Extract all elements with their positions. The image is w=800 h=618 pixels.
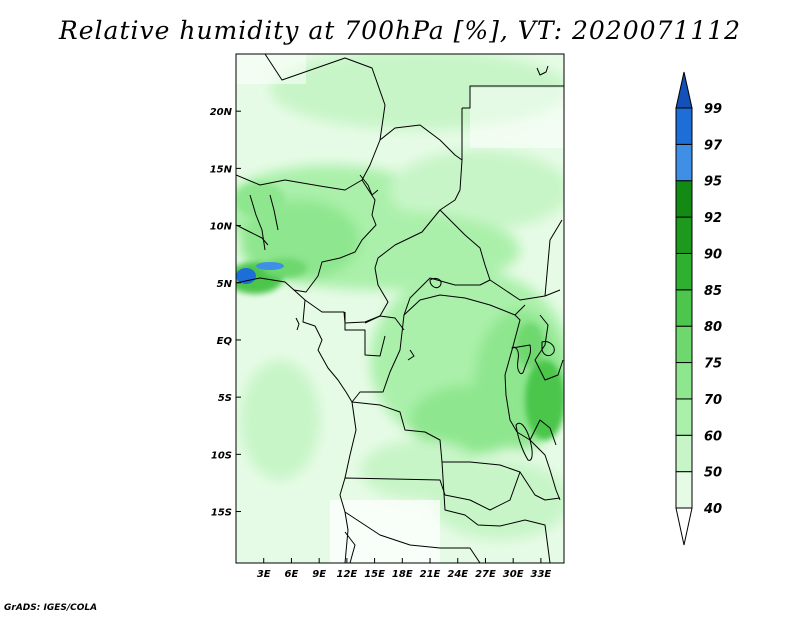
lon-tick-label: 6E — [285, 569, 299, 580]
colorbar-segment — [675, 107, 693, 145]
lat-tick-label: 20N — [210, 107, 233, 118]
colorbar-label: 50 — [704, 466, 722, 481]
colorbar-segment — [675, 143, 693, 182]
lon-tick-label: 24E — [447, 569, 468, 580]
lat-tick-label: EQ — [217, 336, 233, 347]
colorbar-label: 92 — [704, 211, 722, 226]
grads-credit: GrADS: IGES/COLA — [4, 603, 98, 613]
colorbar-label: 80 — [704, 320, 722, 335]
lon-tick-label: 18E — [392, 569, 413, 580]
lon-tick-label: 27E — [475, 569, 496, 580]
colorbar-label: 90 — [704, 247, 722, 262]
lat-tick-label: 15S — [211, 508, 232, 519]
colorbar-segment — [675, 289, 693, 327]
lat-tick-label: 15N — [210, 164, 233, 175]
map-frame — [235, 53, 565, 564]
colorbar-label: 97 — [704, 138, 723, 153]
colorbar-high-extension — [675, 71, 693, 109]
lon-tick-label: 12E — [336, 569, 357, 580]
lat-tick-label: 10N — [210, 222, 233, 233]
colorbar-low-extension — [675, 507, 693, 546]
colorbar-segment — [675, 434, 693, 473]
lon-tick-label: 33E — [531, 569, 552, 580]
lat-tick-label: 10S — [211, 450, 232, 461]
colorbar-segment — [675, 325, 693, 364]
colorbar-label: 95 — [704, 175, 722, 190]
colorbar-label: 99 — [704, 102, 722, 117]
lat-tick-label: 5S — [218, 393, 232, 404]
colorbar-label: 75 — [704, 357, 722, 372]
colorbar-segment — [675, 362, 693, 400]
colorbar-legend: 40 50 60 70 75 80 85 90 92 95 97 99 — [675, 71, 723, 546]
country-boundaries — [236, 54, 564, 563]
longitude-axis: 3E 6E 9E 12E 15E 18E 21E 24E 27E 30E 33E — [257, 558, 552, 580]
lon-tick-label: 15E — [364, 569, 385, 580]
colorbar-segment — [675, 180, 693, 218]
colorbar-segment — [675, 471, 693, 509]
colorbar-segment — [675, 398, 693, 436]
colorbar-label: 85 — [704, 284, 722, 299]
colorbar-segment — [675, 252, 693, 291]
colorbar-segment — [675, 216, 693, 254]
lon-tick-label: 21E — [420, 569, 441, 580]
colorbar-label: 60 — [704, 429, 722, 444]
humidity-field — [236, 54, 564, 563]
colorbar-label: 70 — [704, 393, 722, 408]
map-title: Relative humidity at 700hPa [%], VT: 202… — [58, 16, 742, 45]
lon-tick-label: 9E — [312, 569, 326, 580]
lon-tick-label: 3E — [257, 569, 271, 580]
lat-tick-label: 5N — [217, 279, 233, 290]
latitude-axis: 20N 15N 10N 5N EQ 5S 10S 15S — [210, 107, 241, 519]
colorbar-label: 40 — [703, 502, 722, 517]
lon-tick-label: 30E — [503, 569, 524, 580]
